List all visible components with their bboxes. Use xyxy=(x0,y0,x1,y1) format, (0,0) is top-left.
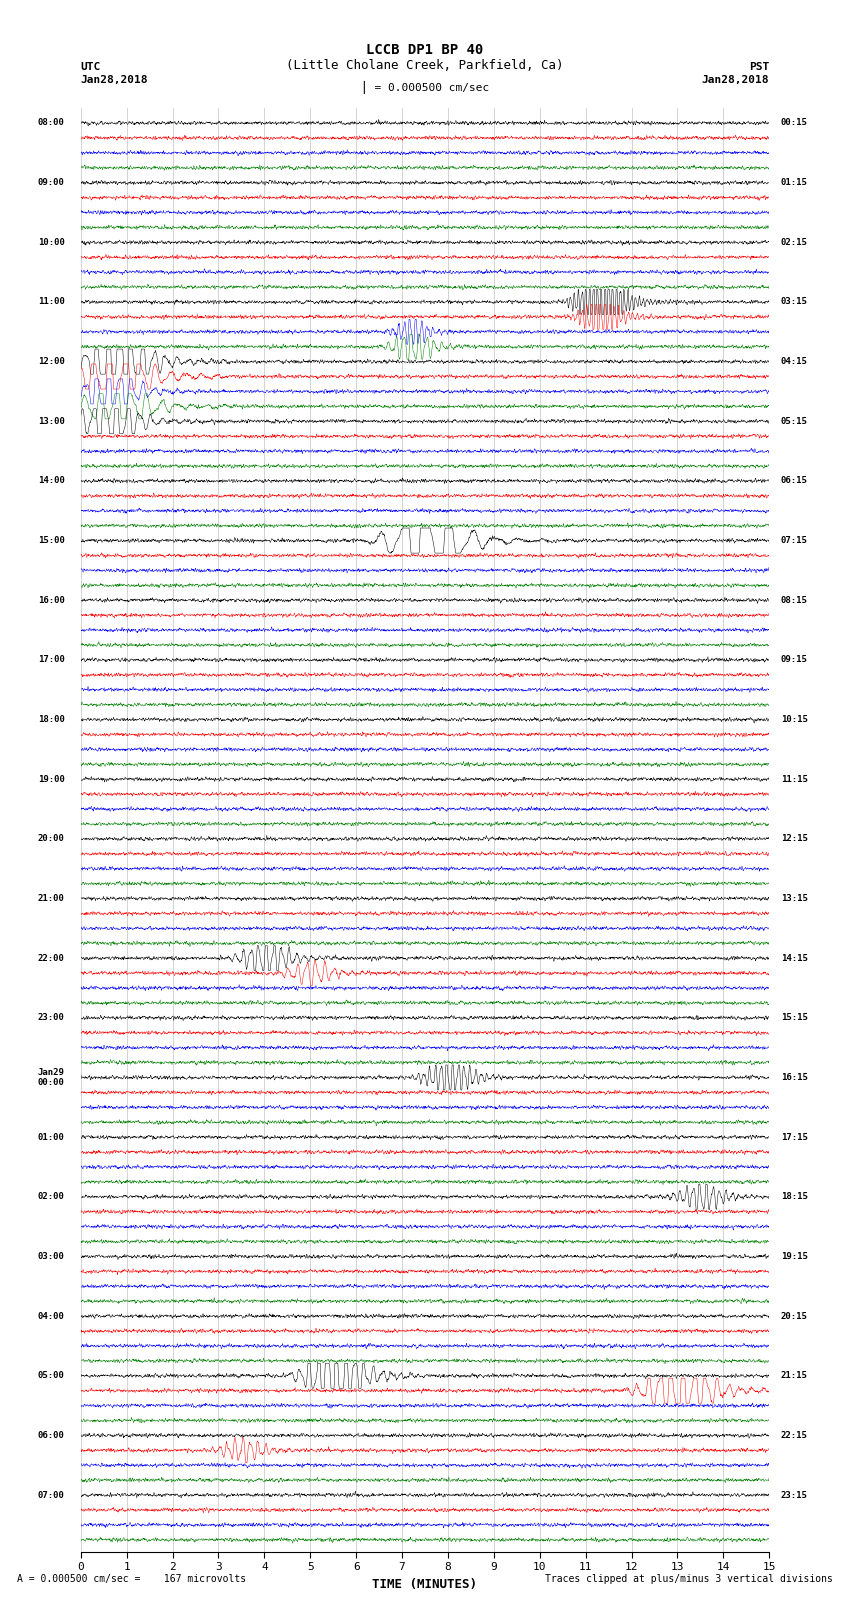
Text: 15:00: 15:00 xyxy=(37,536,65,545)
Text: 03:00: 03:00 xyxy=(37,1252,65,1261)
Text: 15:15: 15:15 xyxy=(780,1013,808,1023)
Text: Traces clipped at plus/minus 3 vertical divisions: Traces clipped at plus/minus 3 vertical … xyxy=(545,1574,833,1584)
Text: 21:00: 21:00 xyxy=(37,894,65,903)
Text: Jan29
00:00: Jan29 00:00 xyxy=(37,1068,65,1087)
Text: 21:15: 21:15 xyxy=(780,1371,808,1381)
Text: 18:00: 18:00 xyxy=(37,715,65,724)
Text: 23:15: 23:15 xyxy=(780,1490,808,1500)
Text: 10:15: 10:15 xyxy=(780,715,808,724)
Text: 08:15: 08:15 xyxy=(780,595,808,605)
Text: 04:00: 04:00 xyxy=(37,1311,65,1321)
Text: ⎮ = 0.000500 cm/sec: ⎮ = 0.000500 cm/sec xyxy=(361,81,489,94)
Text: (Little Cholane Creek, Parkfield, Ca): (Little Cholane Creek, Parkfield, Ca) xyxy=(286,58,564,71)
Text: 09:15: 09:15 xyxy=(780,655,808,665)
Text: 16:00: 16:00 xyxy=(37,595,65,605)
Text: 11:15: 11:15 xyxy=(780,774,808,784)
Text: 19:15: 19:15 xyxy=(780,1252,808,1261)
X-axis label: TIME (MINUTES): TIME (MINUTES) xyxy=(372,1578,478,1590)
Text: 07:00: 07:00 xyxy=(37,1490,65,1500)
Text: 19:00: 19:00 xyxy=(37,774,65,784)
Text: 02:15: 02:15 xyxy=(780,237,808,247)
Text: 17:00: 17:00 xyxy=(37,655,65,665)
Text: 04:15: 04:15 xyxy=(780,356,808,366)
Text: 13:15: 13:15 xyxy=(780,894,808,903)
Text: A = 0.000500 cm/sec =    167 microvolts: A = 0.000500 cm/sec = 167 microvolts xyxy=(17,1574,246,1584)
Text: 14:15: 14:15 xyxy=(780,953,808,963)
Text: Jan28,2018: Jan28,2018 xyxy=(81,74,148,84)
Text: PST: PST xyxy=(749,61,769,71)
Text: 03:15: 03:15 xyxy=(780,297,808,306)
Text: UTC: UTC xyxy=(81,61,101,71)
Text: 23:00: 23:00 xyxy=(37,1013,65,1023)
Text: Jan28,2018: Jan28,2018 xyxy=(702,74,769,84)
Text: 12:15: 12:15 xyxy=(780,834,808,844)
Text: 00:15: 00:15 xyxy=(780,118,808,127)
Text: 22:00: 22:00 xyxy=(37,953,65,963)
Text: 20:00: 20:00 xyxy=(37,834,65,844)
Text: 16:15: 16:15 xyxy=(780,1073,808,1082)
Text: 09:00: 09:00 xyxy=(37,177,65,187)
Text: 06:15: 06:15 xyxy=(780,476,808,486)
Text: 14:00: 14:00 xyxy=(37,476,65,486)
Text: LCCB DP1 BP 40: LCCB DP1 BP 40 xyxy=(366,44,484,58)
Text: 17:15: 17:15 xyxy=(780,1132,808,1142)
Text: 10:00: 10:00 xyxy=(37,237,65,247)
Text: 06:00: 06:00 xyxy=(37,1431,65,1440)
Text: 11:00: 11:00 xyxy=(37,297,65,306)
Text: 12:00: 12:00 xyxy=(37,356,65,366)
Text: 01:00: 01:00 xyxy=(37,1132,65,1142)
Text: 22:15: 22:15 xyxy=(780,1431,808,1440)
Text: 07:15: 07:15 xyxy=(780,536,808,545)
Text: 05:15: 05:15 xyxy=(780,416,808,426)
Text: 05:00: 05:00 xyxy=(37,1371,65,1381)
Text: 02:00: 02:00 xyxy=(37,1192,65,1202)
Text: 20:15: 20:15 xyxy=(780,1311,808,1321)
Text: 13:00: 13:00 xyxy=(37,416,65,426)
Text: 01:15: 01:15 xyxy=(780,177,808,187)
Text: 08:00: 08:00 xyxy=(37,118,65,127)
Text: 18:15: 18:15 xyxy=(780,1192,808,1202)
